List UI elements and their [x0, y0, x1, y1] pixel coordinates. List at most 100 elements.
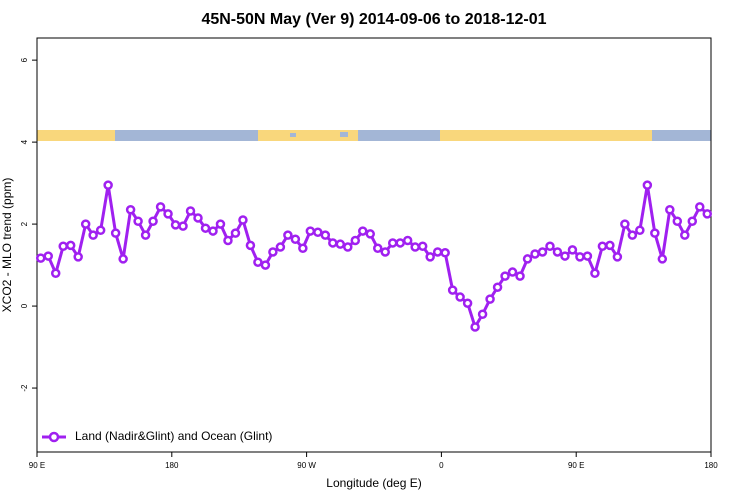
series-line: [40, 184, 709, 331]
data-point: [380, 247, 390, 257]
data-point: [73, 252, 83, 262]
data-point: [410, 242, 420, 252]
data-point: [672, 216, 683, 226]
data-point: [500, 271, 510, 281]
data-point: [605, 240, 615, 251]
y-tick-label: 6: [20, 57, 29, 62]
data-point: [185, 206, 196, 216]
data-point: [320, 230, 331, 240]
data-point: [215, 219, 226, 229]
data-point: [193, 213, 203, 223]
data-point: [642, 180, 653, 190]
data-point: [507, 267, 518, 277]
data-point: [50, 268, 61, 279]
data-point: [208, 226, 218, 236]
data-point: [492, 282, 503, 292]
data-point: [65, 240, 76, 251]
data-point: [395, 238, 405, 248]
data-point: [530, 249, 540, 259]
x-tick-label: 0: [439, 461, 444, 470]
data-point: [350, 235, 361, 246]
data-point: [103, 180, 113, 190]
data-point: [125, 204, 136, 215]
y-tick-label: 2: [20, 221, 29, 226]
data-point: [387, 238, 398, 248]
data-point: [612, 252, 623, 262]
plot-frame: [36, 37, 712, 453]
data-point: [328, 238, 338, 248]
data-point: [462, 298, 473, 308]
data-point: [695, 202, 705, 212]
y-tick-label: 4: [20, 139, 29, 144]
data-point: [268, 247, 278, 257]
data-point: [358, 226, 368, 236]
data-point: [372, 243, 383, 254]
data-point: [432, 247, 443, 257]
data-point: [597, 241, 608, 251]
y-tick-label: -2: [20, 384, 29, 392]
data-point: [477, 309, 488, 320]
data-point: [485, 294, 495, 304]
data-point: [283, 230, 293, 240]
data-point: [552, 247, 563, 257]
data-point: [680, 230, 690, 240]
data-point: [290, 234, 301, 245]
data-point: [425, 252, 435, 262]
data-point: [133, 216, 143, 226]
data-point: [313, 227, 323, 238]
data-point: [402, 235, 413, 246]
data-point: [253, 257, 263, 267]
y-tick-label: 0: [20, 303, 29, 308]
data-point: [305, 226, 316, 236]
data-point: [245, 240, 256, 251]
data-point: [335, 239, 346, 249]
chart-title: 45N-50N May (Ver 9) 2014-09-06 to 2018-1…: [201, 11, 546, 28]
data-point: [447, 285, 458, 295]
data-point: [140, 230, 151, 240]
data-point: [148, 216, 158, 226]
data-point: [590, 268, 600, 279]
data-point: [575, 252, 585, 262]
data-point: [118, 254, 128, 264]
x-tick-label: 90 W: [297, 461, 316, 470]
data-point: [260, 260, 271, 270]
data-point: [560, 251, 570, 261]
data-point: [95, 225, 106, 235]
data-point: [657, 254, 668, 264]
data-point: [43, 251, 53, 261]
data-point: [110, 228, 121, 238]
data-point: [515, 271, 525, 281]
data-point: [627, 230, 638, 240]
data-point: [665, 204, 675, 215]
legend: Land (Nadir&Glint) and Ocean (Glint): [42, 429, 272, 443]
data-point: [440, 248, 450, 258]
data-point: [275, 242, 286, 252]
data-point: [470, 322, 480, 332]
data-point: [200, 223, 211, 233]
x-tick-label: 180: [704, 461, 718, 470]
data-point: [365, 229, 376, 239]
data-point: [687, 216, 698, 226]
data-point: [230, 228, 241, 238]
data-point: [343, 242, 353, 252]
data-point: [88, 230, 98, 240]
data-point: [537, 247, 548, 257]
data-point: [620, 219, 630, 229]
data-point: [522, 254, 533, 264]
data-point: [417, 241, 428, 251]
x-tick-label: 90 E: [568, 461, 584, 470]
data-point: [567, 245, 578, 255]
data-point: [455, 292, 465, 302]
data-point: [80, 219, 91, 229]
data-point: [170, 220, 181, 230]
data-point: [650, 228, 660, 238]
data-point: [582, 251, 593, 261]
data-point: [223, 235, 233, 246]
legend-label: Land (Nadir&Glint) and Ocean (Glint): [75, 429, 272, 443]
data-point: [163, 209, 173, 219]
data-point: [155, 202, 166, 212]
data-point: [58, 241, 68, 251]
land-ocean-strip: [37, 130, 711, 141]
data-point: [545, 241, 555, 251]
